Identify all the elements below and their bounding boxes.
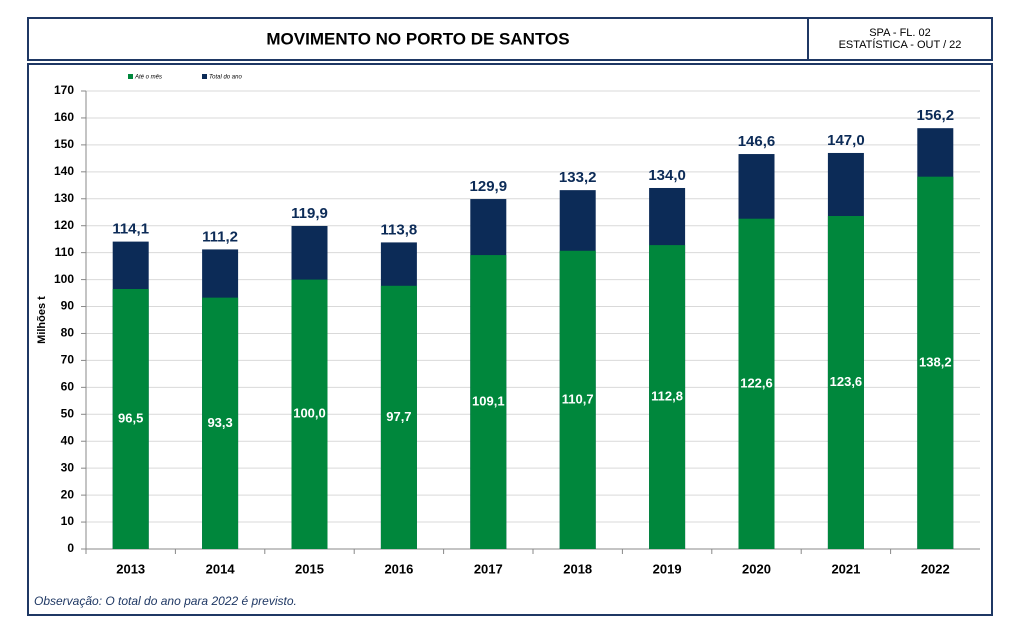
value-label: 113,8: [381, 221, 418, 238]
x-tick-label: 2022: [921, 561, 950, 576]
y-tick-label: 40: [61, 433, 75, 447]
y-tick-label: 60: [61, 380, 75, 394]
value-label: 129,9: [470, 178, 508, 195]
value-label: 110,7: [562, 391, 594, 406]
bar: [738, 218, 775, 549]
bar: [649, 245, 686, 550]
value-label: 111,2: [202, 228, 238, 245]
x-tick-label: 2015: [295, 561, 324, 576]
y-tick-label: 150: [54, 137, 74, 151]
value-label: 146,6: [738, 133, 776, 150]
y-tick-label: 170: [54, 83, 74, 97]
value-label: 112,8: [651, 388, 683, 403]
note: Observação: O total do ano para 2022 é p…: [34, 594, 297, 608]
value-label: 93,3: [207, 415, 232, 430]
y-tick-label: 100: [54, 272, 74, 286]
legend-swatch: [202, 74, 207, 79]
value-label: 97,7: [386, 409, 411, 424]
bar: [291, 279, 328, 549]
x-tick-label: 2013: [116, 561, 145, 576]
y-tick-label: 10: [61, 514, 75, 528]
value-label: 96,5: [118, 410, 143, 425]
ref-line: SPA - FL. 02: [869, 27, 931, 39]
value-label: 147,0: [827, 132, 865, 149]
value-label: 119,9: [291, 205, 328, 222]
x-tick-label: 2020: [742, 561, 771, 576]
bar: [917, 176, 954, 549]
legend-label: Até o mês: [134, 75, 162, 81]
y-tick-label: 130: [54, 191, 74, 205]
y-tick-label: 30: [61, 460, 75, 474]
y-tick-label: 20: [61, 487, 75, 501]
value-label: 123,6: [830, 374, 863, 389]
value-label: 122,6: [740, 375, 773, 390]
bar: [470, 255, 507, 549]
y-axis-label: Milhões t: [36, 296, 48, 344]
y-tick-label: 120: [54, 218, 74, 232]
value-label: 109,1: [472, 393, 505, 408]
bar: [827, 216, 864, 549]
x-tick-label: 2014: [206, 561, 236, 576]
y-tick-label: 140: [54, 164, 74, 178]
bar: [380, 285, 417, 549]
y-tick-label: 90: [61, 299, 75, 313]
bar: [112, 289, 149, 549]
ref-box: [807, 17, 993, 61]
value-label: 138,2: [919, 354, 952, 369]
value-label: 133,2: [559, 169, 597, 186]
bar: [559, 250, 596, 549]
y-tick-label: 70: [61, 353, 75, 367]
value-label: 156,2: [917, 107, 955, 124]
bar: [202, 297, 239, 549]
value-label: 134,0: [648, 167, 686, 184]
ref-line: ESTATÍSTICA - OUT / 22: [839, 38, 962, 51]
y-tick-label: 0: [67, 541, 74, 555]
legend-swatch: [128, 74, 133, 79]
y-tick-label: 160: [54, 110, 74, 124]
x-tick-label: 2018: [563, 561, 592, 576]
x-tick-label: 2016: [384, 561, 413, 576]
y-tick-label: 110: [55, 245, 75, 259]
value-label: 114,1: [112, 221, 149, 238]
value-label: 100,0: [293, 406, 326, 421]
chart-title: MOVIMENTO NO PORTO DE SANTOS: [266, 29, 569, 48]
chart-frame: [27, 63, 993, 616]
y-tick-label: 50: [61, 406, 75, 420]
x-tick-label: 2019: [653, 561, 682, 576]
legend-label: Total do ano: [209, 75, 242, 81]
x-tick-label: 2017: [474, 561, 503, 576]
x-tick-label: 2021: [831, 561, 860, 576]
y-tick-label: 80: [61, 326, 75, 340]
